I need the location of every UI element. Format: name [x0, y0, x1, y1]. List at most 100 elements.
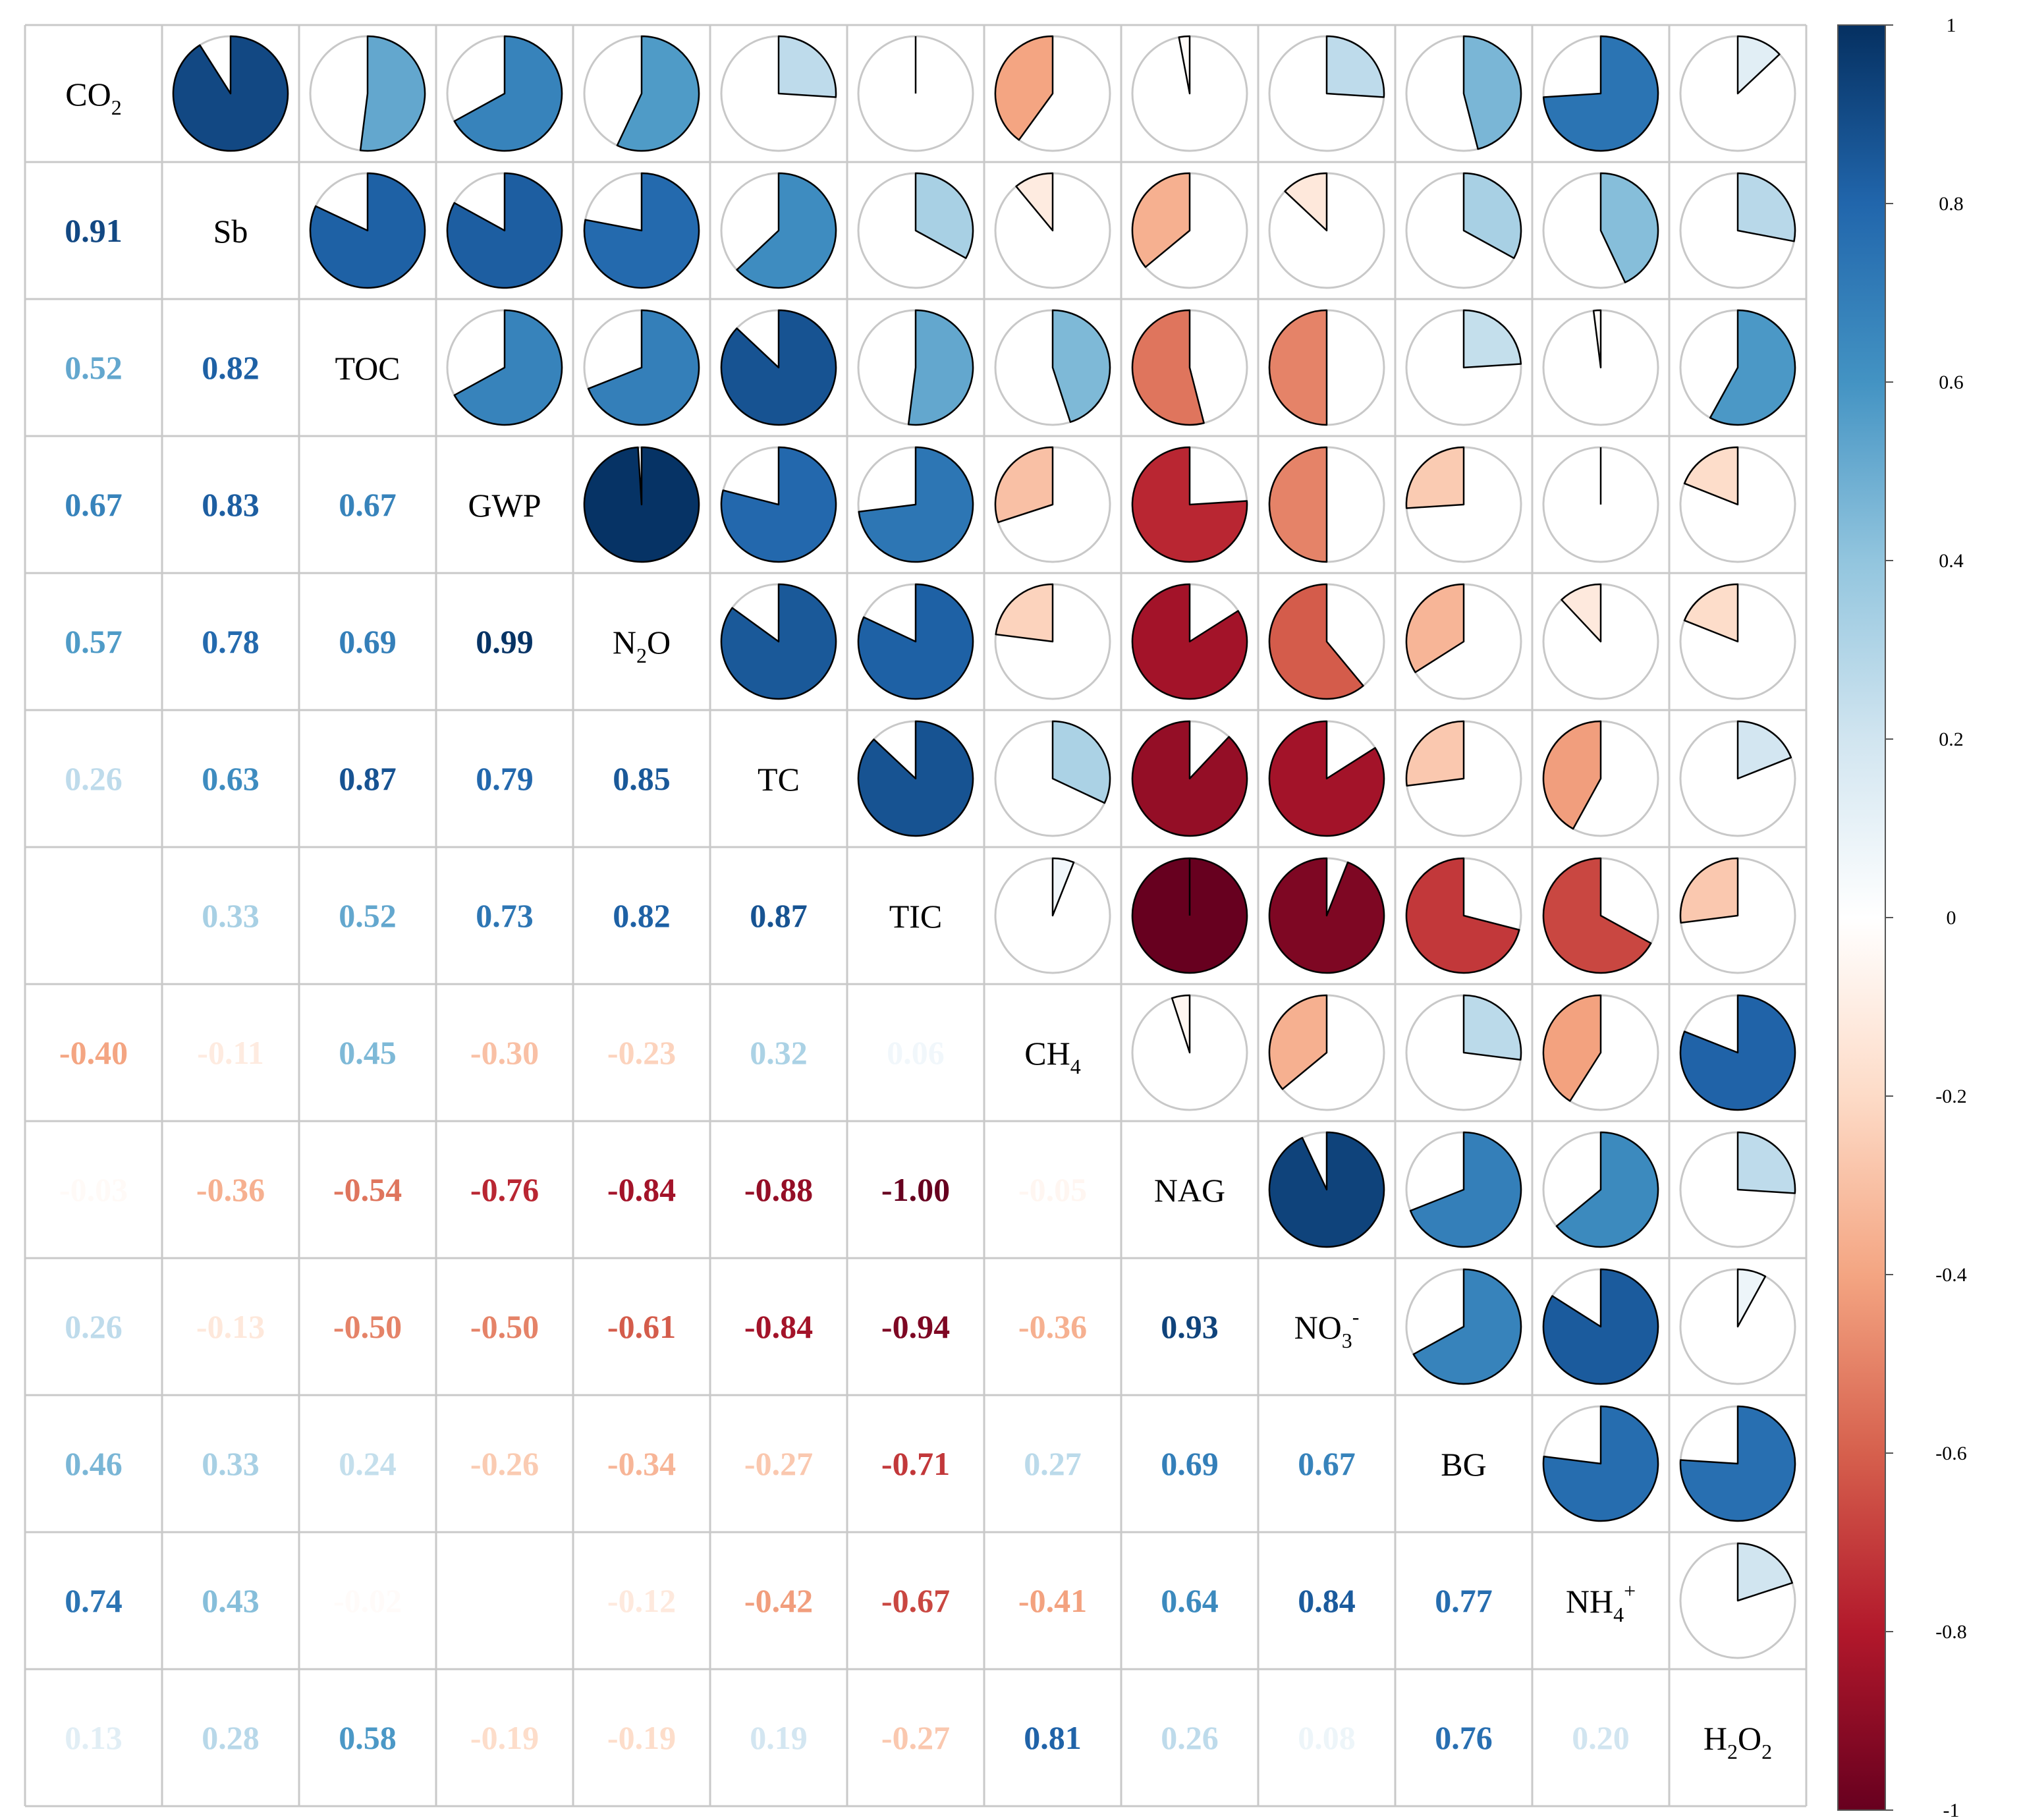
- coefficient-label: 0.00: [476, 1582, 534, 1619]
- colorbar-tick-label: 0: [1947, 907, 1956, 929]
- pie-glyph: [1268, 172, 1385, 289]
- coefficient-label: 0.67: [339, 486, 397, 523]
- pie-slice: [777, 35, 837, 98]
- coefficient-label: -0.27: [881, 1719, 950, 1756]
- pie-glyph: [1542, 1405, 1659, 1522]
- matrix-cells: CO2 Sb TOC GWP N2O TC TIC CH4 NAG NO3- BG NH4+ H2O2 0…: [59, 35, 1796, 1763]
- pie-slice: [453, 35, 563, 152]
- pie-slice: [583, 446, 700, 563]
- pie-slice: [1462, 994, 1522, 1061]
- coefficient-label: 0.24: [339, 1445, 397, 1482]
- coefficient-label: 0.52: [65, 349, 123, 386]
- pie-glyph: [1679, 583, 1796, 700]
- pie-slice: [1268, 994, 1328, 1090]
- pie-slice: [1736, 172, 1796, 242]
- pie-slice: [1268, 857, 1385, 974]
- coefficient-label: -0.50: [333, 1308, 402, 1345]
- coefficient-label: -0.84: [744, 1308, 813, 1345]
- pie-glyph: [720, 35, 837, 152]
- pie-glyph: [1542, 446, 1659, 563]
- coefficient-label: 0.08: [1298, 1719, 1356, 1756]
- coefficient-label: 0.67: [1298, 1445, 1356, 1482]
- pie-glyph: [1131, 35, 1248, 152]
- coefficient-label: 0.69: [1161, 1445, 1219, 1482]
- coefficient-label: 0.26: [1161, 1719, 1219, 1756]
- variable-label: TC: [758, 761, 800, 798]
- coefficient-label: 0.74: [65, 1582, 123, 1619]
- coefficient-label: 0.52: [339, 897, 397, 934]
- pie-slice: [1405, 583, 1465, 673]
- coefficient-label: 0.13: [65, 1719, 123, 1756]
- pie-glyph: [446, 172, 563, 289]
- pie-glyph: [1679, 446, 1796, 563]
- variable-label: CH4: [1024, 1035, 1080, 1078]
- pie-glyph: [1679, 857, 1796, 974]
- pie-slice: [720, 446, 837, 563]
- pie-glyph: [1131, 446, 1248, 563]
- pie-glyph: [1131, 172, 1248, 289]
- pie-slice: [309, 172, 426, 289]
- coefficient-label: -0.54: [333, 1171, 402, 1208]
- pie-slice: [1051, 720, 1111, 804]
- pie-glyph: [1542, 994, 1659, 1111]
- coefficient-label: -0.40: [59, 1034, 128, 1071]
- coefficient-label: -0.36: [1018, 1308, 1087, 1345]
- pie-slice: [1268, 446, 1328, 563]
- pie-glyph: [172, 35, 289, 152]
- variable-label: NH4+: [1566, 1579, 1636, 1626]
- pie-glyph: [857, 583, 974, 700]
- colorbar-tick-label: -0.4: [1935, 1264, 1967, 1286]
- coefficient-label: -0.34: [607, 1445, 676, 1482]
- pie-glyph: [1542, 172, 1659, 289]
- pie-glyph: [583, 446, 700, 563]
- pie-glyph: [857, 172, 974, 289]
- pie-glyph: [1405, 583, 1522, 700]
- pie-slice: [1736, 1131, 1796, 1194]
- pie-slice: [1412, 1268, 1522, 1385]
- colorbar-tick-label: -0.2: [1935, 1086, 1967, 1107]
- pie-glyph: [1131, 583, 1248, 700]
- coefficient-label: 0.26: [65, 1308, 123, 1345]
- pie-slice: [736, 172, 837, 289]
- variable-label: BG: [1441, 1446, 1486, 1483]
- variable-label: TIC: [889, 898, 943, 935]
- coefficient-label: 0.79: [476, 760, 534, 797]
- coefficient-label: -1.00: [881, 1171, 950, 1208]
- colorbar-tick-label: 0.8: [1939, 193, 1964, 215]
- coefficient-label: -0.02: [333, 1582, 402, 1619]
- pie-slice: [1736, 35, 1781, 95]
- variable-label: TOC: [335, 350, 400, 387]
- coefficient-label: -0.30: [470, 1034, 539, 1071]
- pie-glyph: [1268, 1131, 1385, 1248]
- coefficient-label: -0.05: [1018, 1171, 1087, 1208]
- pie-slice: [1683, 583, 1739, 643]
- pie-glyph: [1405, 857, 1522, 974]
- pie-glyph: [1405, 35, 1522, 152]
- pie-slice: [994, 35, 1054, 141]
- pie-slice: [1542, 1405, 1659, 1522]
- pie-glyph: [583, 309, 700, 426]
- colorbar-tick-label: -1: [1943, 1800, 1960, 1820]
- coefficient-label: 0.67: [65, 486, 123, 523]
- coefficient-label: -0.26: [470, 1445, 539, 1482]
- coefficient-label: -0.23: [607, 1034, 676, 1071]
- pie-slice: [359, 35, 426, 152]
- pie-glyph: [1542, 309, 1659, 426]
- variable-label: GWP: [468, 487, 541, 524]
- pie-slice: [1268, 309, 1328, 426]
- coefficient-label: 0.77: [1435, 1582, 1493, 1619]
- pie-glyph: [994, 583, 1111, 700]
- pie-slice: [1561, 583, 1602, 643]
- colorbar-tick-label: 0.4: [1939, 550, 1964, 572]
- coefficient-label: 0.83: [202, 486, 260, 523]
- pie-glyph: [1679, 994, 1796, 1111]
- pie-glyph: [1268, 35, 1385, 152]
- pie-slice: [1542, 857, 1652, 974]
- pie-slice: [1051, 309, 1111, 423]
- coefficient-label: 0.20: [1572, 1719, 1630, 1756]
- pie-glyph: [1268, 857, 1385, 974]
- pie-slice: [1131, 446, 1248, 563]
- pie-slice: [616, 35, 700, 152]
- pie-glyph: [1268, 583, 1385, 700]
